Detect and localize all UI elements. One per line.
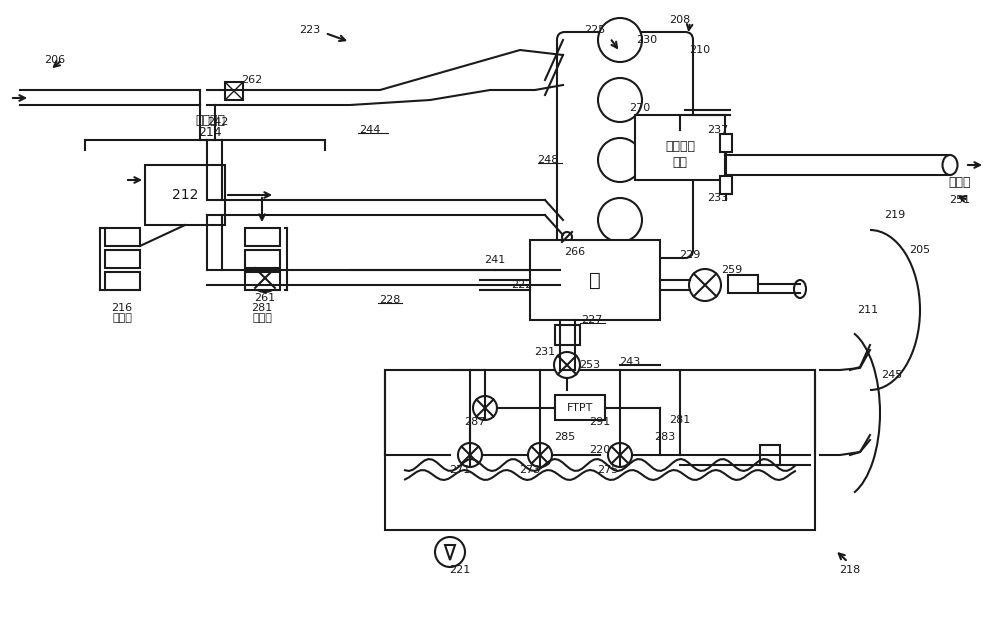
Text: 219: 219: [884, 210, 906, 220]
Text: 致动器: 致动器: [252, 313, 272, 323]
Bar: [555, 395, 605, 420]
Circle shape: [473, 396, 497, 420]
Bar: [105, 228, 140, 246]
Text: 罐: 罐: [589, 270, 601, 290]
Text: 291: 291: [589, 417, 611, 427]
Circle shape: [554, 352, 580, 378]
Bar: [760, 445, 780, 465]
Text: 233: 233: [707, 193, 729, 203]
Circle shape: [528, 443, 552, 467]
Text: 210: 210: [689, 45, 711, 55]
Text: 控制系统: 控制系统: [195, 113, 225, 127]
Circle shape: [251, 264, 279, 292]
Bar: [385, 370, 815, 530]
Text: 227: 227: [581, 315, 603, 325]
Text: 262: 262: [241, 75, 263, 85]
Bar: [105, 272, 140, 290]
Text: 到大气: 到大气: [949, 176, 971, 188]
Circle shape: [598, 18, 642, 62]
Bar: [245, 228, 280, 246]
Circle shape: [435, 537, 465, 567]
Text: 225: 225: [584, 25, 606, 35]
Text: 273: 273: [519, 465, 541, 475]
Ellipse shape: [794, 280, 806, 298]
Text: 242: 242: [207, 117, 229, 127]
Circle shape: [458, 443, 482, 467]
Text: 259: 259: [721, 265, 743, 275]
Bar: [245, 272, 280, 290]
Bar: [635, 115, 725, 180]
Text: 281: 281: [669, 415, 691, 425]
Bar: [245, 250, 280, 268]
Text: 283: 283: [654, 432, 676, 442]
Circle shape: [689, 269, 721, 301]
Circle shape: [608, 443, 632, 467]
Text: 253: 253: [579, 360, 601, 370]
Text: 275: 275: [597, 465, 619, 475]
Text: 261: 261: [254, 293, 276, 303]
Text: 218: 218: [839, 565, 861, 575]
Text: 244: 244: [359, 125, 381, 135]
Bar: [105, 250, 140, 268]
Text: 281: 281: [251, 303, 273, 313]
Text: 243: 243: [619, 357, 641, 367]
Polygon shape: [445, 545, 455, 560]
Bar: [225, 82, 243, 100]
Text: 220: 220: [589, 445, 611, 455]
Text: 212: 212: [172, 188, 198, 202]
Text: 241: 241: [484, 255, 506, 265]
Bar: [720, 134, 732, 152]
Text: 270: 270: [629, 103, 651, 113]
Text: FTPT: FTPT: [567, 403, 593, 413]
Text: 248: 248: [537, 155, 559, 165]
Circle shape: [562, 232, 572, 242]
Text: 228: 228: [379, 295, 401, 305]
Text: 208: 208: [669, 15, 691, 25]
Text: 229: 229: [679, 250, 701, 260]
Text: 231: 231: [534, 347, 556, 357]
Text: 266: 266: [564, 247, 586, 257]
Bar: [728, 275, 758, 293]
Text: 传感器: 传感器: [112, 313, 132, 323]
FancyBboxPatch shape: [557, 32, 693, 258]
Text: 装置: 装置: [672, 156, 688, 168]
Text: 251: 251: [949, 195, 971, 205]
Circle shape: [598, 138, 642, 182]
Bar: [145, 165, 225, 225]
Text: 205: 205: [909, 245, 931, 255]
Text: 排放控制: 排放控制: [665, 140, 695, 154]
Bar: [530, 240, 660, 320]
Text: 216: 216: [111, 303, 133, 313]
Text: 206: 206: [44, 55, 66, 65]
Text: 214: 214: [198, 125, 222, 139]
Text: 211: 211: [857, 305, 879, 315]
Circle shape: [598, 78, 642, 122]
Text: 271: 271: [449, 465, 471, 475]
Text: 230: 230: [636, 35, 658, 45]
Text: 222: 222: [511, 280, 533, 290]
Ellipse shape: [942, 155, 958, 175]
Bar: [555, 325, 580, 345]
Text: 245: 245: [881, 370, 903, 380]
Text: 287: 287: [464, 417, 486, 427]
Text: 285: 285: [554, 432, 576, 442]
Circle shape: [598, 198, 642, 242]
Bar: [720, 176, 732, 194]
Text: 223: 223: [299, 25, 321, 35]
Text: 237: 237: [707, 125, 729, 135]
Text: 221: 221: [449, 565, 471, 575]
